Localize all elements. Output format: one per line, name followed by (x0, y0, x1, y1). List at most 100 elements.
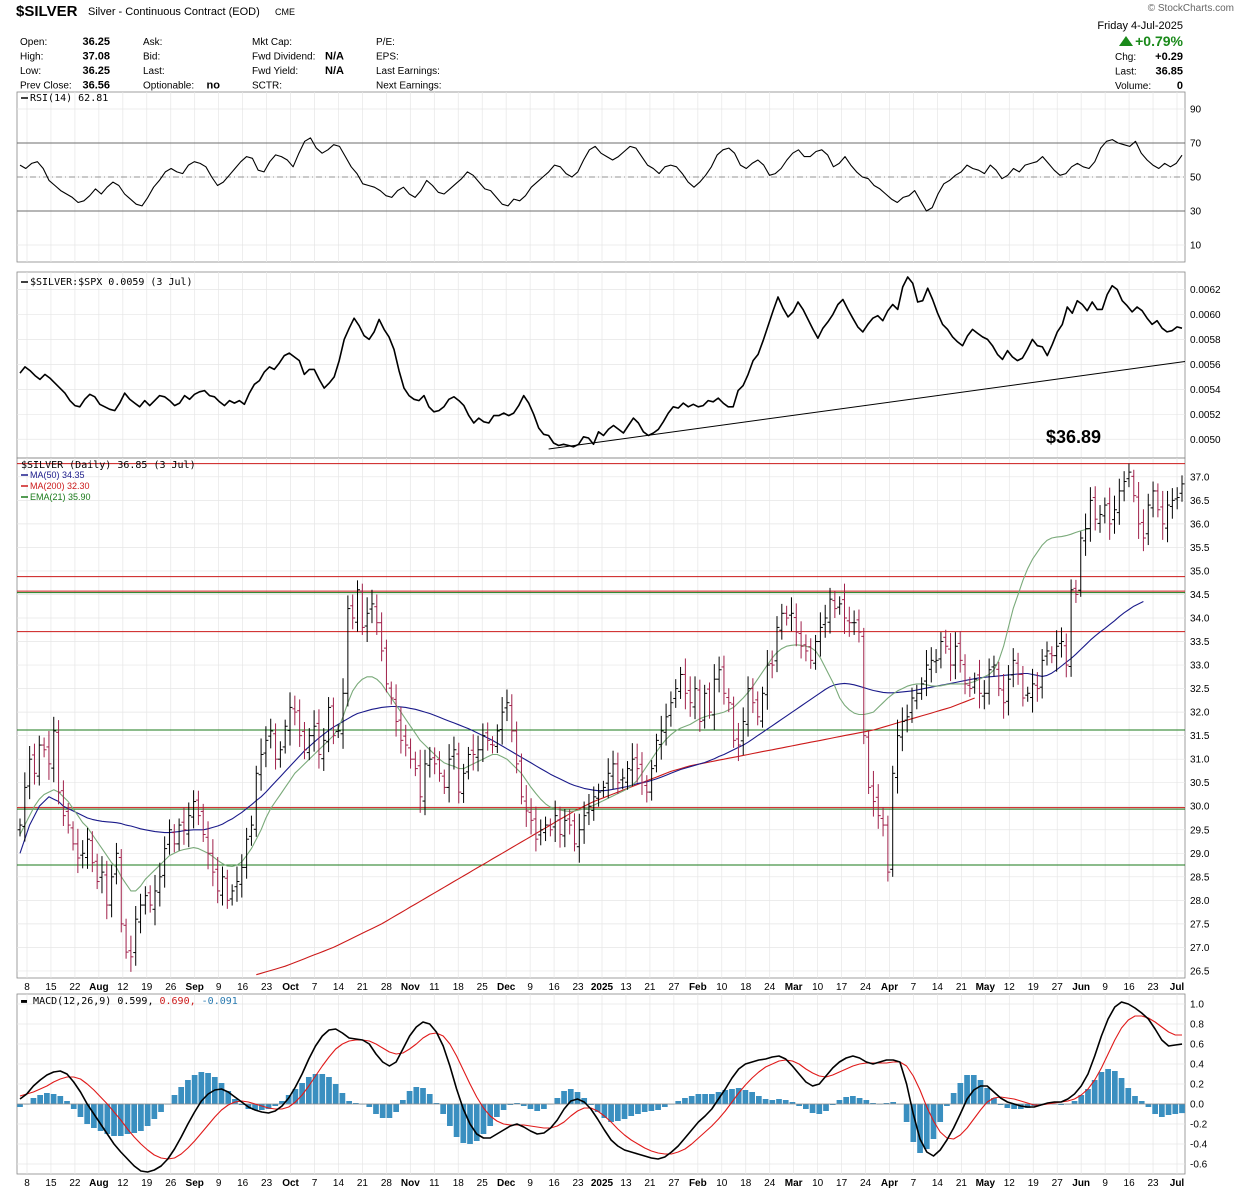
quote-label: Last Earnings: (376, 66, 440, 77)
x-tick-label: 11 (429, 1178, 440, 1189)
x-tick-label: Dec (497, 1178, 516, 1189)
ohlc-bar (350, 594, 356, 630)
ohlc-bar (938, 632, 944, 669)
ohlc-bar (186, 802, 192, 848)
ohlc-bar (432, 747, 438, 775)
ohlc-bar (1169, 488, 1175, 519)
x-tick-label: 24 (860, 982, 872, 993)
x-tick-label: 16 (237, 1178, 249, 1189)
ohlc-bar (629, 743, 635, 786)
macd-hist-bar (1152, 1104, 1158, 1114)
ohlc-bar (31, 743, 37, 785)
macd-hist-bar (1085, 1089, 1091, 1104)
ohlc-bar (345, 595, 351, 707)
x-tick-label: Feb (689, 982, 707, 993)
ohlc-bar (538, 819, 544, 846)
x-tick-label: 21 (644, 982, 656, 993)
ohlc-bar (46, 730, 52, 780)
ohlc-bar (649, 760, 655, 801)
y-tick-label: 0.0052 (1190, 410, 1221, 421)
y-tick-label: 90 (1190, 105, 1202, 116)
macd-hist-bar (735, 1088, 742, 1104)
ohlc-bar (784, 605, 790, 626)
macd-hist-bar (977, 1080, 984, 1104)
ohlc-bar (760, 686, 766, 728)
ohlc-bar (943, 629, 949, 654)
macd-hist-bar (191, 1075, 198, 1104)
ratio-legend: $SILVER:$SPX 0.0059 (3 Jul) (30, 277, 193, 288)
y-tick-label: 28.0 (1190, 896, 1210, 907)
ohlc-bar (880, 807, 886, 837)
macd-hist-bar (319, 1074, 326, 1104)
x-tick-label: 7 (911, 1178, 917, 1189)
x-tick-label: 18 (740, 1178, 752, 1189)
macd-hist-bar (742, 1090, 749, 1104)
quote-label: Ask: (143, 37, 162, 48)
macd-hist-bar (964, 1075, 970, 1104)
macd-hist-bar (507, 1104, 514, 1105)
ohlc-bar (967, 676, 973, 698)
macd-hist-bar (796, 1104, 802, 1106)
macd-hist-bar (433, 1103, 440, 1104)
ohlc-bar (321, 728, 327, 771)
macd-hist-bar (373, 1104, 379, 1114)
ohlc-bar (1054, 630, 1060, 672)
ohlc-bar (813, 634, 819, 670)
ohlc-bar (870, 770, 876, 817)
x-tick-label: 12 (117, 1178, 129, 1189)
ohlc-bar (798, 621, 804, 659)
x-tick-label: 16 (549, 1178, 561, 1189)
macd-hist-bar (688, 1096, 695, 1104)
x-tick-label: 23 (261, 982, 273, 993)
macd-hist-bar (682, 1098, 688, 1104)
macd-hist-bar (460, 1104, 467, 1143)
macd-hist-bar (265, 1104, 272, 1109)
ohlc-bar (571, 813, 577, 852)
ohlc-bar (301, 722, 307, 760)
y-tick-label: 26.5 (1190, 966, 1210, 977)
ohlc-bar (1005, 665, 1011, 716)
ohlc-bar (605, 758, 611, 799)
ohlc-bar (379, 612, 385, 662)
macd-hist-bar (426, 1094, 433, 1104)
quote-value: 37.08 (82, 51, 110, 63)
macd-hist-bar (567, 1089, 574, 1104)
macd-hist-bar (903, 1104, 910, 1122)
ohlc-bar (774, 616, 780, 673)
ohlc-bar (393, 684, 399, 737)
x-tick-label: Mar (785, 1178, 803, 1189)
ohlc-bar (547, 818, 553, 837)
ohlc-bar (904, 704, 910, 733)
ohlc-bar (446, 744, 452, 803)
symbol: $SILVER (16, 3, 78, 20)
macd-hist-bar (17, 1104, 23, 1107)
ohlc-bar (456, 742, 462, 804)
ohlc-bar (952, 632, 958, 680)
ohlc-bar (1078, 531, 1084, 597)
ohlc-bar (142, 886, 148, 915)
ohlc-bar (273, 723, 279, 770)
ohlc-bar (51, 716, 57, 783)
macd-hist-bar (1125, 1088, 1132, 1104)
ohlc-bar (1145, 493, 1151, 546)
macd-hist-bar (104, 1104, 111, 1134)
y-tick-label: 0.2 (1190, 1080, 1204, 1091)
ohlc-bar (441, 769, 447, 794)
macd-hist-bar (225, 1091, 232, 1104)
ohlc-bar (1111, 495, 1117, 534)
x-tick-label: Jun (1072, 1178, 1090, 1189)
macd-hist-bar (386, 1104, 393, 1118)
macd-hist-bar (856, 1098, 863, 1104)
x-tick-label: Apr (881, 982, 898, 993)
ohlc-bar (663, 703, 669, 746)
ohlc-bar (653, 733, 659, 773)
ohlc-bar (518, 753, 524, 805)
ohlc-bar (1044, 641, 1050, 666)
x-axis-labels: 8 15 22 Aug 12 19 26 Sep 9 16 23 Oct 7 14 21 28 Nov 11 18 2… (24, 1178, 1184, 1189)
ohlc-bar (475, 735, 481, 772)
ohlc-bar (138, 893, 144, 934)
macd-panel: -0.6 -0.4 -0.2 0.0 0.2 0.4 0.6 0.8 1.0 ▬ MACD(12,… (16, 993, 1208, 1175)
ohlc-bar (195, 790, 201, 826)
macd-hist-bar (991, 1098, 997, 1104)
macd-hist-bar (534, 1104, 541, 1111)
